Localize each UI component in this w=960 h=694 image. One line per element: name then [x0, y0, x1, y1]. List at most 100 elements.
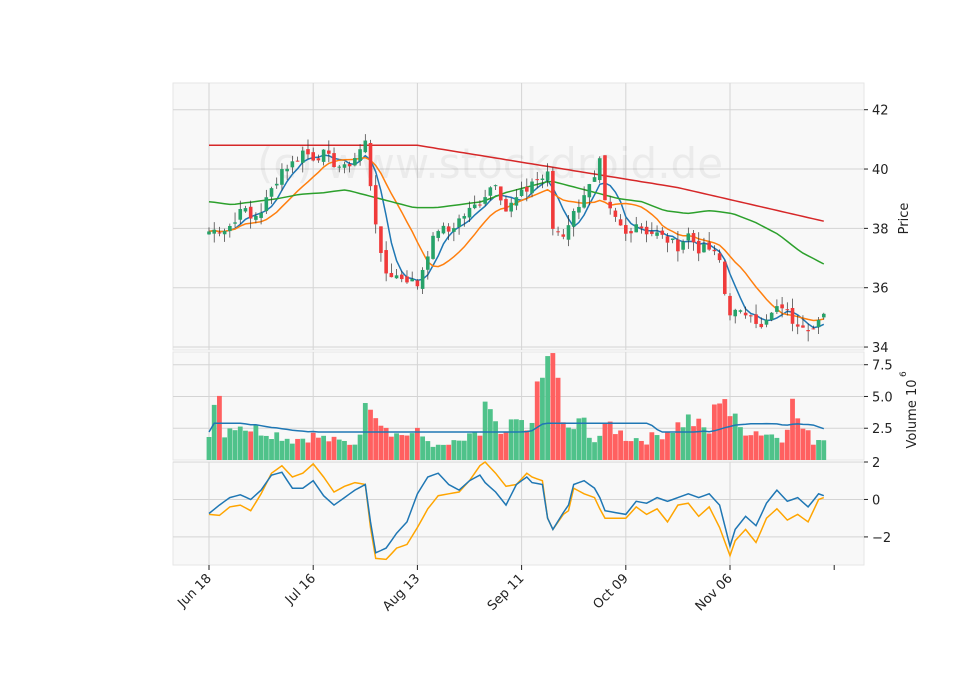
volume-bar [243, 430, 248, 460]
volume-bar [487, 409, 493, 460]
candle-body [342, 164, 347, 168]
candle-body [749, 315, 753, 317]
x-tick-label: Nov 06 [693, 571, 736, 614]
candle-body [686, 233, 691, 241]
x-tick-label: Oct 09 [591, 571, 632, 612]
volume-bar [790, 398, 795, 460]
volume-bar [727, 416, 733, 460]
volume-bar [493, 421, 498, 460]
volume-bar [524, 430, 530, 460]
volume-bar [779, 442, 785, 460]
volume-bar [685, 414, 691, 460]
candle-body [457, 218, 461, 228]
candle-body [394, 275, 399, 279]
candle-body [347, 163, 352, 167]
candle-body [551, 170, 555, 229]
volume-bar [649, 432, 655, 460]
candle-body [295, 160, 300, 162]
volume-bar [357, 434, 363, 460]
volume-bar [508, 419, 514, 460]
candle-body [566, 225, 571, 240]
candle-body [582, 195, 586, 208]
volume-bar [550, 353, 556, 460]
candle-body [217, 232, 222, 234]
candle-body [525, 186, 529, 192]
volume-bar [602, 422, 608, 460]
candle-body [681, 241, 685, 250]
volume-bar [352, 444, 358, 460]
volume-bar [784, 429, 790, 460]
volume-bar [711, 404, 717, 460]
candle-body [384, 250, 388, 274]
volume-bar [232, 430, 238, 460]
volume-bar [576, 418, 582, 460]
volume-bar [477, 435, 483, 460]
volume-bar [441, 444, 446, 460]
candle-body [353, 158, 357, 166]
candle-body [290, 161, 295, 168]
volume-bar [566, 427, 571, 460]
candle-body [498, 186, 503, 201]
candle-body [441, 225, 446, 234]
volume-bar [253, 424, 259, 460]
volume-bar [227, 428, 233, 460]
volume-bar [435, 444, 441, 460]
volume-bar [425, 441, 431, 460]
candle-body [405, 276, 409, 283]
volume-bar [206, 437, 212, 460]
candle-body [691, 233, 696, 243]
volume-bar [529, 422, 535, 460]
candle-body [806, 330, 810, 332]
volume-bar [738, 427, 743, 460]
volume-bar [430, 446, 436, 460]
volume-bar [696, 418, 702, 460]
volume-bar [415, 427, 420, 460]
candle-body [420, 269, 425, 289]
volume-bar [394, 433, 399, 460]
volume-bar [316, 437, 321, 460]
volume-bar [743, 435, 749, 460]
candle-body [556, 231, 560, 233]
volume-bar [482, 401, 488, 460]
candle-body [248, 206, 253, 219]
volume-bar [628, 441, 634, 460]
x-tick-label: Jun 18 [175, 571, 215, 611]
oscillator-tick-label: 0 [872, 493, 880, 508]
candle-body [801, 325, 805, 328]
volume-bar [467, 433, 472, 460]
candle-body [254, 215, 258, 220]
candle-body [222, 231, 227, 235]
volume-bar [211, 404, 217, 460]
candle-body [316, 158, 321, 161]
price-tick-label: 34 [872, 341, 889, 356]
volume-bar [665, 432, 670, 460]
volume-bar [618, 430, 623, 460]
candle-body [644, 226, 649, 235]
volume-bar [644, 444, 650, 460]
candle-body [373, 185, 378, 225]
candle-body [639, 226, 644, 229]
watermark-text: (c) www.stockdroid.de [257, 139, 723, 188]
volume-bar [680, 427, 686, 460]
oscillator-line-a [208, 471, 825, 554]
volume-bar [222, 437, 228, 460]
volume-bar [342, 440, 347, 460]
volume-bar [722, 399, 728, 460]
volume-bar [404, 435, 410, 460]
x-tick-label: Aug 13 [380, 571, 423, 614]
candle-body [733, 309, 738, 317]
candle-body [696, 240, 701, 254]
price-tick-label: 36 [872, 282, 889, 297]
volume-bar [513, 419, 519, 460]
volume-bar [336, 439, 342, 460]
candle-body [379, 226, 383, 253]
volume-bar [321, 435, 327, 460]
candle-body [655, 232, 659, 236]
volume-bar [800, 428, 806, 460]
candle-body [462, 216, 467, 219]
volume-bar [607, 421, 613, 460]
candle-body [264, 197, 269, 212]
candle-body [274, 183, 279, 186]
volume-bar [795, 418, 801, 460]
